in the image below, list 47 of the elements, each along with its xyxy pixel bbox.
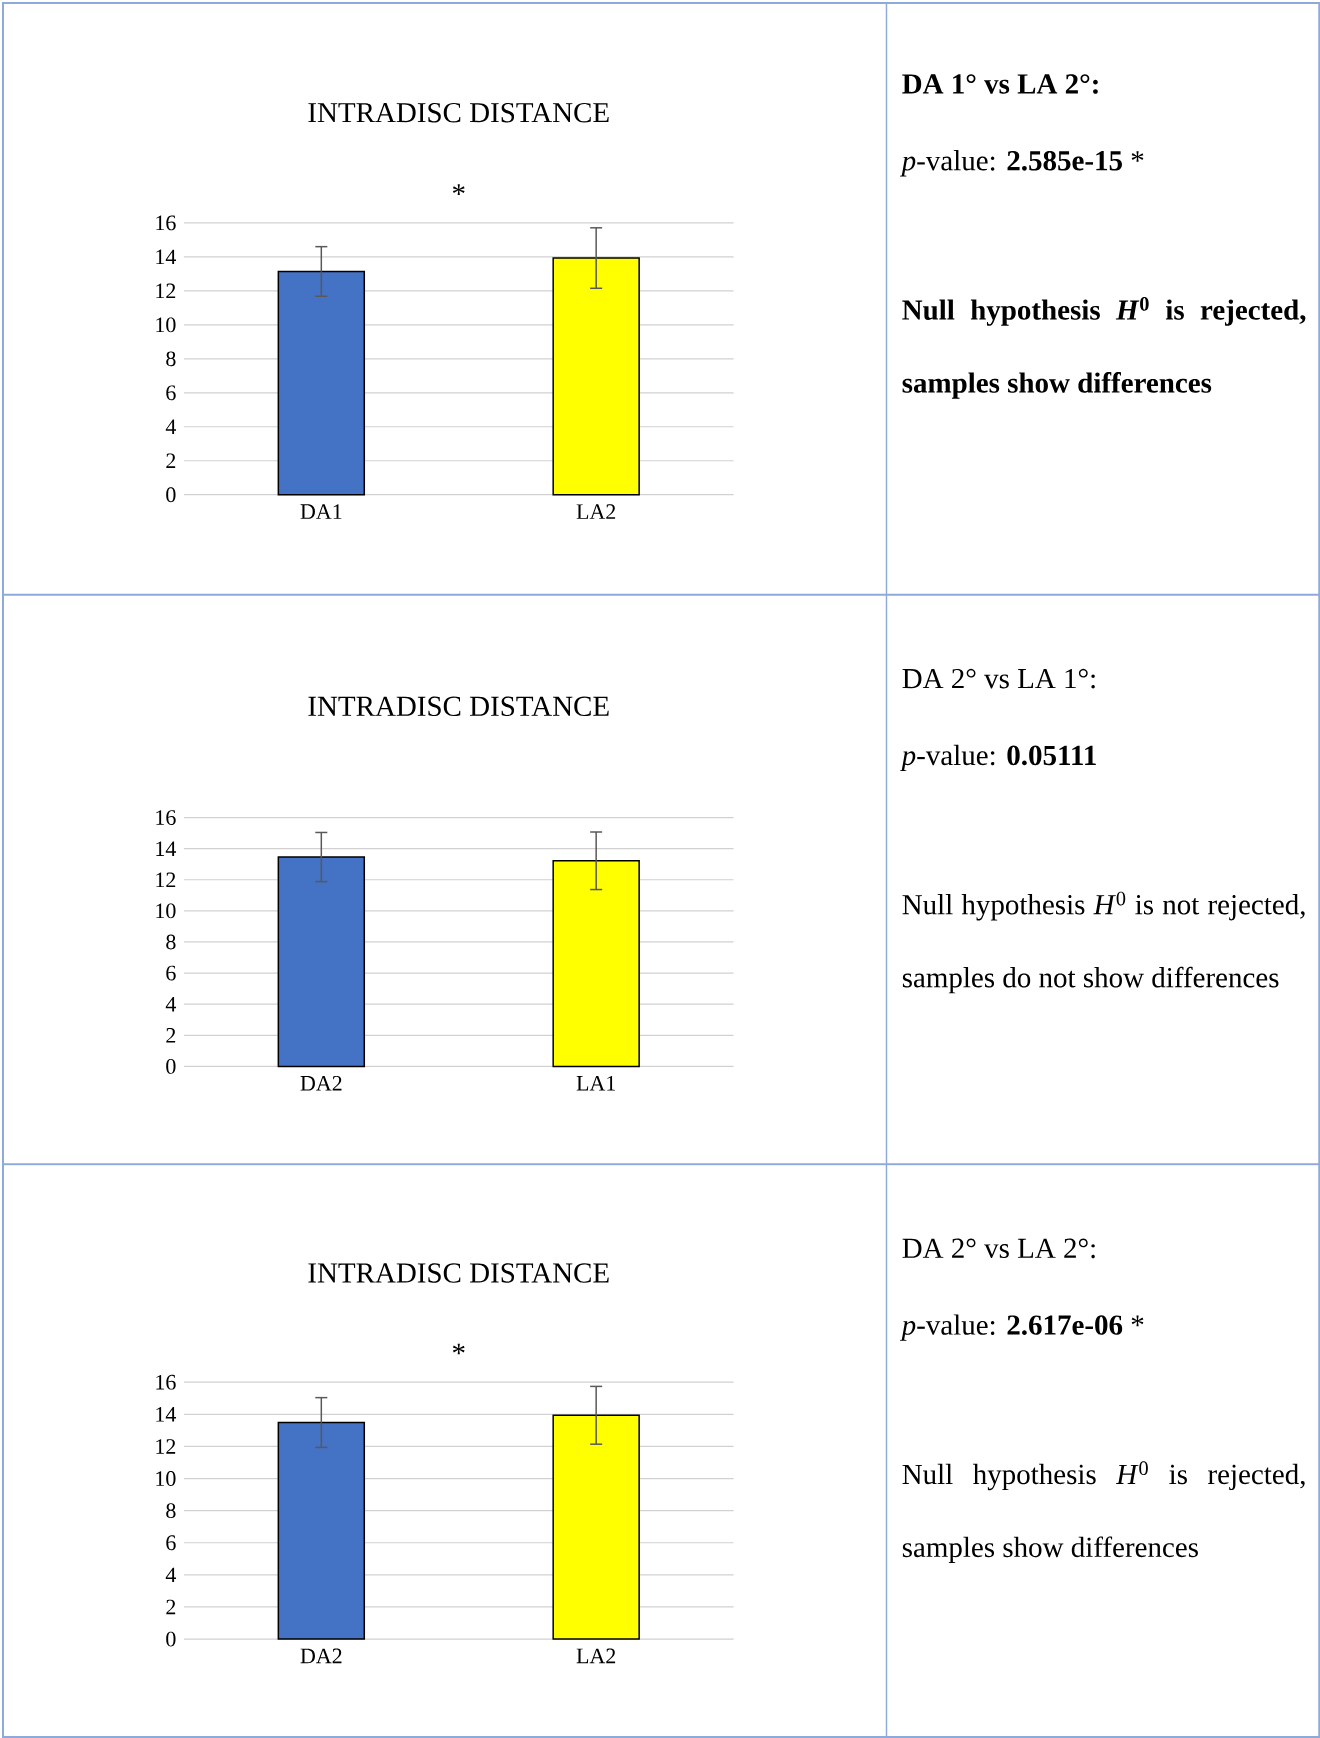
- y-tick-label: 14: [156, 249, 176, 265]
- text: DA 1° vs LA 2°:: [902, 74, 1098, 94]
- y-tick-label: 0: [166, 487, 176, 503]
- y-tick-label: 10: [156, 1471, 176, 1486]
- y-tick-label: 16: [156, 215, 176, 231]
- y-tick-label: 6: [166, 385, 176, 401]
- y-tick-label: 12: [156, 872, 176, 888]
- text: Null hypothesis H$^{0}$ is not rejected, samples do not show differences: [902, 891, 1305, 994]
- y-tick-label: 2: [166, 453, 176, 469]
- chart-title: INTRADISC DISTANCE: [308, 102, 609, 123]
- x-tick-label: DA2: [300, 1075, 342, 1091]
- x-tick-label: LA2: [576, 1648, 615, 1664]
- text: Null hypothesis H$^{0}$ is rejected, samples show differences: [902, 1461, 1305, 1564]
- y-tick-label: 6: [166, 1535, 176, 1551]
- y-tick-label: 2: [166, 1599, 176, 1615]
- text: *: [452, 184, 465, 195]
- y-tick-label: 16: [156, 1374, 176, 1390]
- text: DA 2° vs LA 1°:: [902, 668, 1095, 689]
- text: p-value: 2.585e-15*: [899, 150, 1144, 177]
- y-tick-label: 6: [166, 965, 176, 981]
- y-tick-label: 4: [165, 996, 176, 1012]
- y-tick-label: 14: [156, 841, 176, 856]
- x-tick-label: DA1: [300, 504, 342, 519]
- y-tick-label: 10: [156, 317, 176, 333]
- chart-title: INTRADISC DISTANCE: [308, 696, 609, 717]
- chart-title: INTRADISC DISTANCE: [308, 1263, 609, 1283]
- text: *: [452, 1343, 465, 1355]
- y-tick-label: 8: [166, 934, 176, 950]
- y-tick-label: 12: [156, 283, 176, 299]
- y-tick-label: 12: [156, 1439, 176, 1454]
- text: p-value: 2.617e-06*: [899, 1314, 1144, 1341]
- x-tick-label: DA2: [300, 1648, 342, 1664]
- y-tick-label: 8: [166, 1503, 176, 1519]
- y-tick-label: 16: [156, 810, 176, 825]
- text: DA 2° vs LA 2°:: [902, 1238, 1095, 1259]
- y-tick-label: 0: [166, 1058, 176, 1074]
- x-tick-label: LA1: [576, 1075, 615, 1091]
- text: p-value: 0.05111: [899, 744, 1096, 772]
- y-tick-label: 0: [166, 1631, 176, 1647]
- y-tick-label: 4: [165, 1567, 176, 1583]
- text: Null hypothesis H$^{0}$ is rejected, samples show differences: [902, 297, 1306, 399]
- y-tick-label: 14: [156, 1407, 176, 1422]
- y-tick-label: 4: [165, 419, 176, 434]
- y-tick-label: 10: [156, 903, 176, 919]
- x-tick-label: LA2: [576, 504, 615, 519]
- y-tick-label: 2: [166, 1028, 176, 1043]
- y-tick-label: 8: [166, 351, 176, 367]
